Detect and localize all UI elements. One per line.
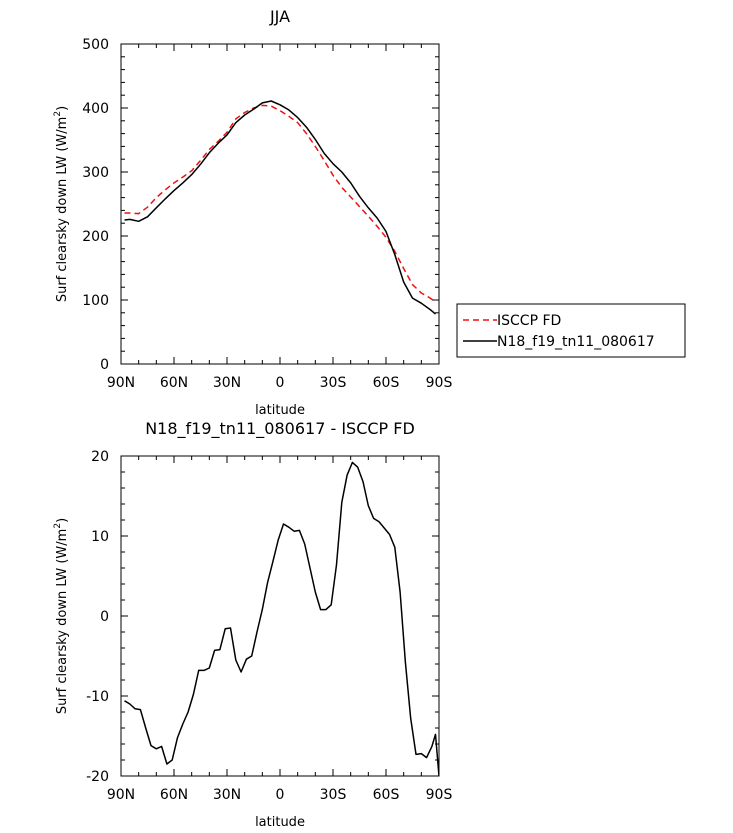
legend: ISCCP FD N18_f19_tn11_080617	[456, 303, 686, 358]
y-tick-label: 500	[82, 37, 109, 53]
x-axis-label: latitude	[255, 403, 305, 418]
y-tick-label: 10	[91, 529, 109, 545]
y-tick-label: 20	[91, 449, 109, 465]
chart-panel-2: 90N 60N 30N 0 30S 60S 90S -20 -10 0 10 20 N18_f19_tn…	[53, 419, 452, 830]
series-line-n18-f19-tn11-080617	[124, 100, 436, 315]
y-axis-label-main: Surf clearsky down LW (W/m	[55, 529, 70, 715]
y-axis-label-main: Surf clearsky down LW (W/m	[55, 117, 70, 303]
x-tick-label: 90S	[426, 375, 453, 391]
chart-title: JJA	[269, 7, 290, 26]
x-tick-label: 90S	[426, 787, 453, 803]
x-tick-label: 90N	[107, 375, 135, 391]
x-tick-label: 90N	[107, 787, 135, 803]
y-tick-label: 300	[82, 165, 109, 181]
x-tick-label: 60S	[373, 375, 400, 391]
y-tick-label: 200	[82, 229, 109, 245]
y-tick-label: 0	[100, 609, 109, 625]
plot-frame	[120, 43, 440, 365]
x-axis-label: latitude	[255, 815, 305, 830]
x-tick-label: 60N	[160, 787, 188, 803]
x-tick-label: 0	[276, 787, 285, 803]
series-line-isccp-fd	[124, 104, 436, 303]
x-tick-label: 30S	[320, 375, 347, 391]
x-tick-label: 30N	[213, 375, 241, 391]
y-axis-label-superscript: 2	[53, 523, 63, 529]
x-tick-label: 30N	[213, 787, 241, 803]
y-axis-label: Surf clearsky down LW (W/m2)	[53, 518, 70, 714]
y-axis-label-end: )	[55, 106, 70, 111]
x-tick-label: 30S	[320, 787, 347, 803]
series-line-difference	[124, 461, 439, 777]
chart-title: N18_f19_tn11_080617 - ISCCP FD	[145, 419, 415, 439]
chart-panel-1: 90N 60N 30N 0 30S 60S 90S 0 100 200 300 400 500 JJA la…	[53, 7, 686, 418]
y-tick-label: 400	[82, 101, 109, 117]
legend-label: N18_f19_tn11_080617	[497, 334, 655, 350]
y-axis-label-end: )	[55, 518, 70, 523]
y-axis-label: Surf clearsky down LW (W/m2)	[53, 106, 70, 302]
plot-frame	[120, 455, 440, 777]
y-axis-label-superscript: 2	[53, 111, 63, 117]
x-tick-label: 60S	[373, 787, 400, 803]
y-tick-label: -10	[86, 689, 109, 705]
y-tick-label: 0	[100, 357, 109, 373]
y-tick-label: 100	[82, 293, 109, 309]
legend-box	[456, 303, 686, 358]
x-tick-label: 0	[276, 375, 285, 391]
y-tick-label: -20	[86, 769, 109, 785]
legend-label: ISCCP FD	[497, 313, 561, 329]
x-tick-label: 60N	[160, 375, 188, 391]
